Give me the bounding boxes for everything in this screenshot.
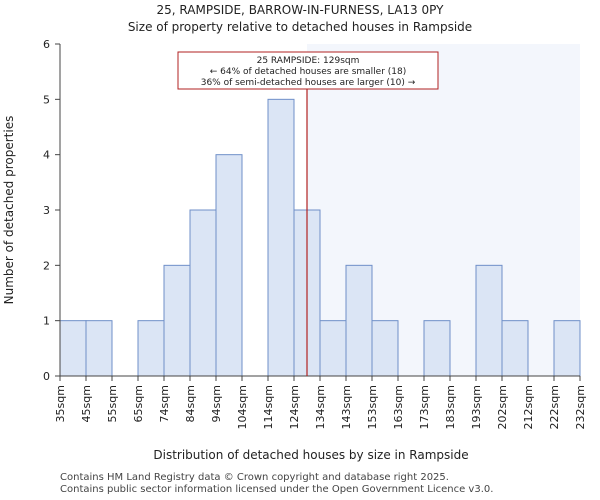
bar-222sqm: [553, 320, 581, 377]
chart-subtitle: Size of property relative to detached ho…: [128, 20, 472, 34]
y-tick-label: 4: [43, 149, 50, 162]
y-axis-label: Number of detached properties: [2, 116, 16, 305]
annotation-box: 25 RAMPSIDE: 129sqm ← 64% of detached ho…: [177, 51, 439, 90]
y-tick-label: 0: [43, 370, 50, 383]
x-tick-label: 124sqm: [288, 385, 301, 429]
bar-84sqm: [189, 209, 217, 377]
x-tick-label: 65sqm: [132, 385, 145, 422]
x-axis-label: Distribution of detached houses by size …: [153, 448, 468, 462]
x-tick-label: 55sqm: [106, 385, 119, 422]
x-tick-label: 35sqm: [54, 385, 67, 422]
bar-114sqm: [267, 98, 295, 377]
x-tick-label: 163sqm: [392, 385, 405, 429]
bar-143sqm: [345, 264, 373, 377]
y-tick-label: 2: [43, 259, 50, 272]
y-tick-label: 5: [43, 93, 50, 106]
x-tick-label: 114sqm: [262, 385, 275, 429]
x-tick-label: 183sqm: [444, 385, 457, 429]
y-tick-label: 6: [43, 38, 50, 51]
x-tick-label: 74sqm: [158, 385, 171, 422]
x-tick-label: 104sqm: [236, 385, 249, 429]
x-tick-label: 143sqm: [340, 385, 353, 429]
y-tick-label: 1: [43, 315, 50, 328]
bar-35sqm: [59, 320, 87, 377]
bar-134sqm: [319, 320, 347, 377]
x-tick-label: 94sqm: [210, 385, 223, 422]
footer-line-1: Contains HM Land Registry data © Crown c…: [60, 472, 449, 483]
x-tick-label: 212sqm: [522, 385, 535, 429]
annotation-line-2: ← 64% of detached houses are smaller (18…: [210, 67, 407, 77]
x-tick-label: 84sqm: [184, 385, 197, 422]
annotation-line-1: 25 RAMPSIDE: 129sqm: [257, 56, 360, 66]
x-tick-label: 45sqm: [80, 385, 93, 422]
x-tick-label: 153sqm: [366, 385, 379, 429]
x-tick-label: 222sqm: [548, 385, 561, 429]
bar-65sqm: [137, 320, 165, 377]
y-tick-label: 3: [43, 204, 50, 217]
bar-94sqm: [215, 154, 243, 377]
x-tick-label: 232sqm: [574, 385, 587, 429]
chart-title: 25, RAMPSIDE, BARROW-IN-FURNESS, LA13 0P…: [157, 3, 445, 17]
bar-74sqm: [163, 264, 191, 377]
annotation-line-3: 36% of semi-detached houses are larger (…: [201, 78, 416, 88]
x-tick-label: 202sqm: [496, 385, 509, 429]
x-tick-label: 134sqm: [314, 385, 327, 429]
bar-45sqm: [85, 320, 113, 377]
bar-193sqm: [475, 264, 503, 377]
x-tick-label: 193sqm: [470, 385, 483, 429]
bar-202sqm: [501, 320, 529, 377]
footer-line-2: Contains public sector information licen…: [60, 484, 494, 495]
x-tick-label: 173sqm: [418, 385, 431, 429]
bar-153sqm: [371, 320, 399, 377]
bar-173sqm: [423, 320, 451, 377]
